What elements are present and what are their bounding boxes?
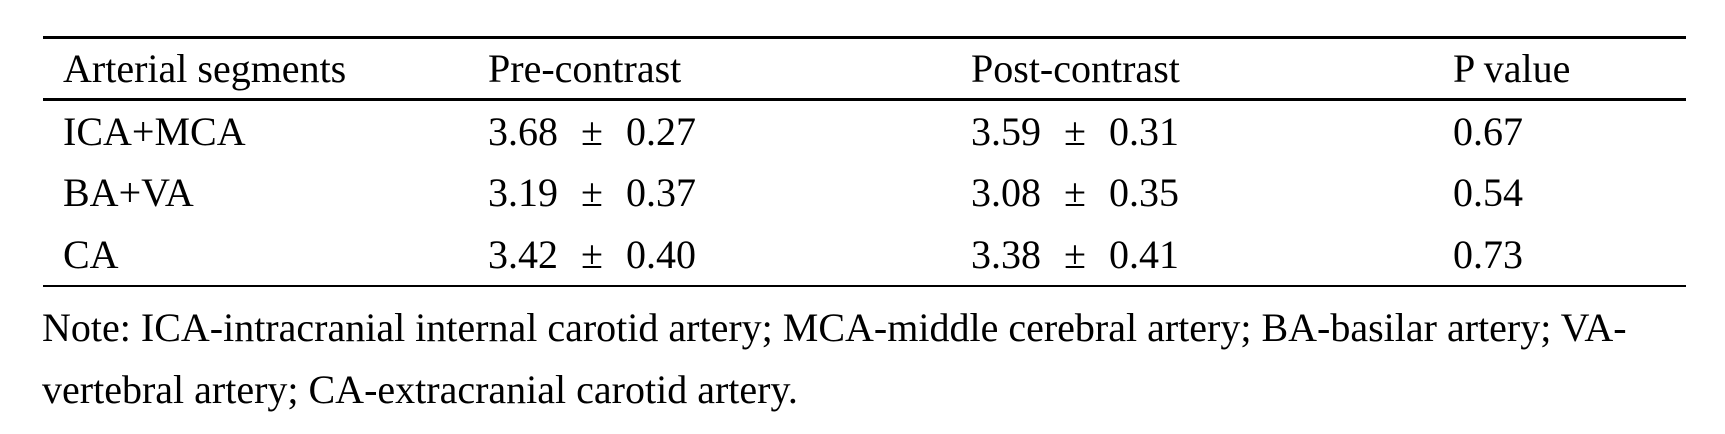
cell-pre-contrast-value: 3.19 ± 0.37 [488, 170, 696, 215]
table-header-row: Arterial segments Pre-contrast Post-cont… [43, 37, 1686, 100]
cell-post-contrast-value: 3.08 ± 0.35 [971, 170, 1179, 215]
table-row-ica-mca: ICA+MCA 3.68 ± 0.27 3.59 ± 0.31 0.67 [43, 100, 1686, 162]
cell-segment: BA+VA [63, 170, 194, 215]
column-header-p-value: P value [1453, 46, 1571, 91]
arterial-segments-table: Arterial segments Pre-contrast Post-cont… [43, 36, 1686, 287]
table-footnote: Note: ICA-intracranial internal carotid … [42, 297, 1707, 421]
column-header-pre-contrast: Pre-contrast [488, 46, 682, 91]
table-row-ba-va: BA+VA 3.19 ± 0.37 3.08 ± 0.35 0.54 [43, 162, 1686, 224]
footnote-line-1: Note: ICA-intracranial internal carotid … [42, 305, 1627, 350]
cell-pre-contrast-value: 3.42 ± 0.40 [488, 231, 696, 277]
table-row-ca: CA 3.42 ± 0.40 3.38 ± 0.41 0.73 [43, 224, 1686, 286]
column-header-post-contrast: Post-contrast [971, 46, 1180, 91]
cell-segment: ICA+MCA [63, 108, 246, 154]
cell-p-value: 0.54 [1453, 170, 1523, 215]
cell-post-contrast-value: 3.59 ± 0.31 [971, 108, 1179, 154]
cell-p-value: 0.73 [1453, 231, 1523, 277]
cell-pre-contrast-value: 3.68 ± 0.27 [488, 108, 696, 154]
cell-segment: CA [63, 231, 119, 277]
column-header-arterial-segments: Arterial segments [63, 46, 347, 91]
cell-p-value: 0.67 [1453, 108, 1523, 154]
footnote-line-2: vertebral artery; CA-extracranial caroti… [42, 367, 798, 412]
cell-post-contrast-value: 3.38 ± 0.41 [971, 231, 1179, 277]
